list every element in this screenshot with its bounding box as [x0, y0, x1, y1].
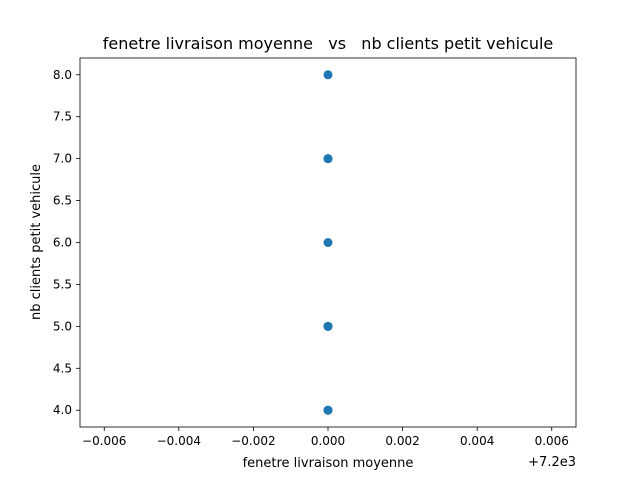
y-tick-label: 7.5: [53, 110, 72, 124]
x-tick-label: 0.000: [311, 434, 345, 448]
data-point: [323, 154, 333, 164]
data-point: [323, 405, 333, 415]
data-point: [323, 70, 333, 80]
x-tick-label: −0.006: [82, 434, 126, 448]
y-tick-label: 4.0: [53, 403, 72, 417]
y-tick-label: 7.0: [53, 152, 72, 166]
y-axis-label: nb clients petit vehicule: [29, 164, 44, 320]
x-tick-label: 0.004: [460, 434, 494, 448]
x-tick-label: 0.002: [385, 434, 419, 448]
x-tick-label: −0.002: [231, 434, 275, 448]
x-axis-ticks: −0.006 −0.004 −0.002 0.000 0.002 0.004 0.006: [82, 427, 569, 448]
x-tick-label: 0.006: [535, 434, 569, 448]
data-point: [323, 321, 333, 331]
y-tick-label: 4.5: [53, 361, 72, 375]
x-axis-offset-label: +7.2e3: [528, 455, 576, 470]
x-axis-label: fenetre livraison moyenne: [243, 456, 414, 471]
y-tick-label: 6.0: [53, 236, 72, 250]
data-points: [323, 70, 333, 415]
x-tick-label: −0.004: [157, 434, 201, 448]
chart-title: fenetre livraison moyenne vs nb clients …: [103, 34, 554, 53]
y-tick-label: 8.0: [53, 68, 72, 82]
data-point: [323, 238, 333, 247]
y-tick-label: 6.5: [53, 194, 72, 208]
y-axis-ticks: 4.0 4.5 5.0 5.5 6.0 6.5 7.0 7.5 8.0: [53, 68, 80, 417]
y-tick-label: 5.5: [53, 277, 72, 291]
y-tick-label: 5.0: [53, 319, 72, 333]
